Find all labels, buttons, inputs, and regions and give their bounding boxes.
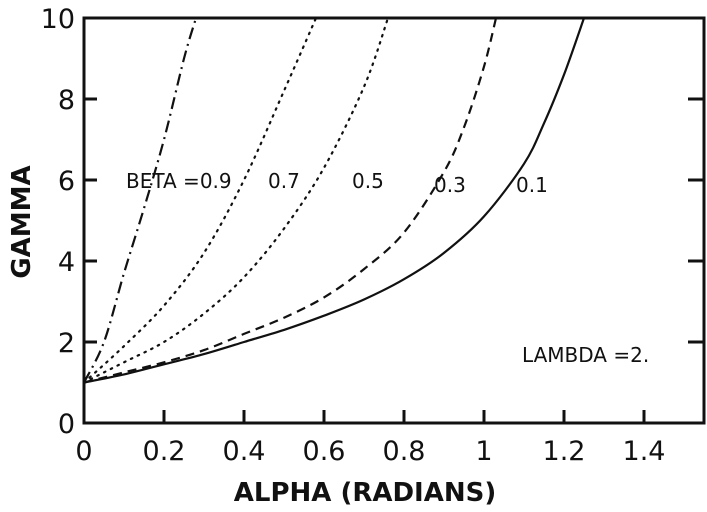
series-beta-05-line bbox=[82, 16, 390, 384]
y-tick-label: 0 bbox=[58, 409, 75, 440]
annotation-b07: 0.7 bbox=[268, 169, 300, 193]
annotation-beta: BETA =0.9 bbox=[126, 169, 232, 193]
series-beta-01-line bbox=[83, 17, 586, 384]
tick-labels: 0 0.2 0.4 0.6 0.8 1 1.2 1.4 0 2 4 6 8 10 bbox=[41, 4, 666, 467]
x-tick-label: 0.6 bbox=[303, 436, 346, 467]
y-tick-label: 2 bbox=[58, 328, 75, 359]
annotations: BETA =0.9 0.7 0.5 0.3 0.1 LAMBDA =2. bbox=[126, 169, 649, 367]
x-tick-label: 1.2 bbox=[543, 436, 586, 467]
x-tick-label: 0 bbox=[75, 436, 92, 467]
annotation-lambda: LAMBDA =2. bbox=[522, 343, 649, 367]
x-tick-label: 0.8 bbox=[383, 436, 426, 467]
annotation-b01: 0.1 bbox=[516, 173, 548, 197]
y-axis-title: GAMMA bbox=[7, 165, 37, 278]
annotation-b05: 0.5 bbox=[352, 169, 384, 193]
y-tick-label: 4 bbox=[58, 247, 75, 278]
ticks bbox=[82, 16, 704, 425]
x-tick-label: 0.2 bbox=[143, 436, 186, 467]
y-tick-label: 6 bbox=[58, 166, 75, 197]
y-tick-label: 8 bbox=[58, 85, 75, 116]
series-beta-03-line bbox=[83, 17, 498, 384]
series-beta-09-line bbox=[83, 17, 198, 383]
x-tick-label: 0.4 bbox=[223, 436, 266, 467]
plot-frame bbox=[82, 16, 706, 425]
x-tick-label: 1.4 bbox=[623, 436, 666, 467]
annotation-b03: 0.3 bbox=[434, 173, 466, 197]
x-tick-label: 1 bbox=[475, 436, 492, 467]
series-beta-07-line bbox=[82, 16, 318, 384]
y-tick-label: 10 bbox=[41, 4, 75, 35]
curves bbox=[82, 16, 586, 384]
x-axis-title: ALPHA (RADIANS) bbox=[234, 478, 496, 508]
